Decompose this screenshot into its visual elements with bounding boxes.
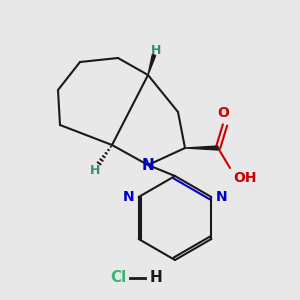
Text: O: O [217, 106, 229, 120]
Text: N: N [123, 190, 135, 204]
Polygon shape [185, 146, 218, 150]
Polygon shape [148, 55, 156, 75]
Text: H: H [151, 44, 161, 58]
Text: Cl: Cl [110, 271, 126, 286]
Text: H: H [90, 164, 100, 176]
Text: N: N [215, 190, 227, 204]
Text: N: N [142, 158, 154, 172]
Text: OH: OH [233, 171, 256, 185]
Text: H: H [150, 271, 163, 286]
